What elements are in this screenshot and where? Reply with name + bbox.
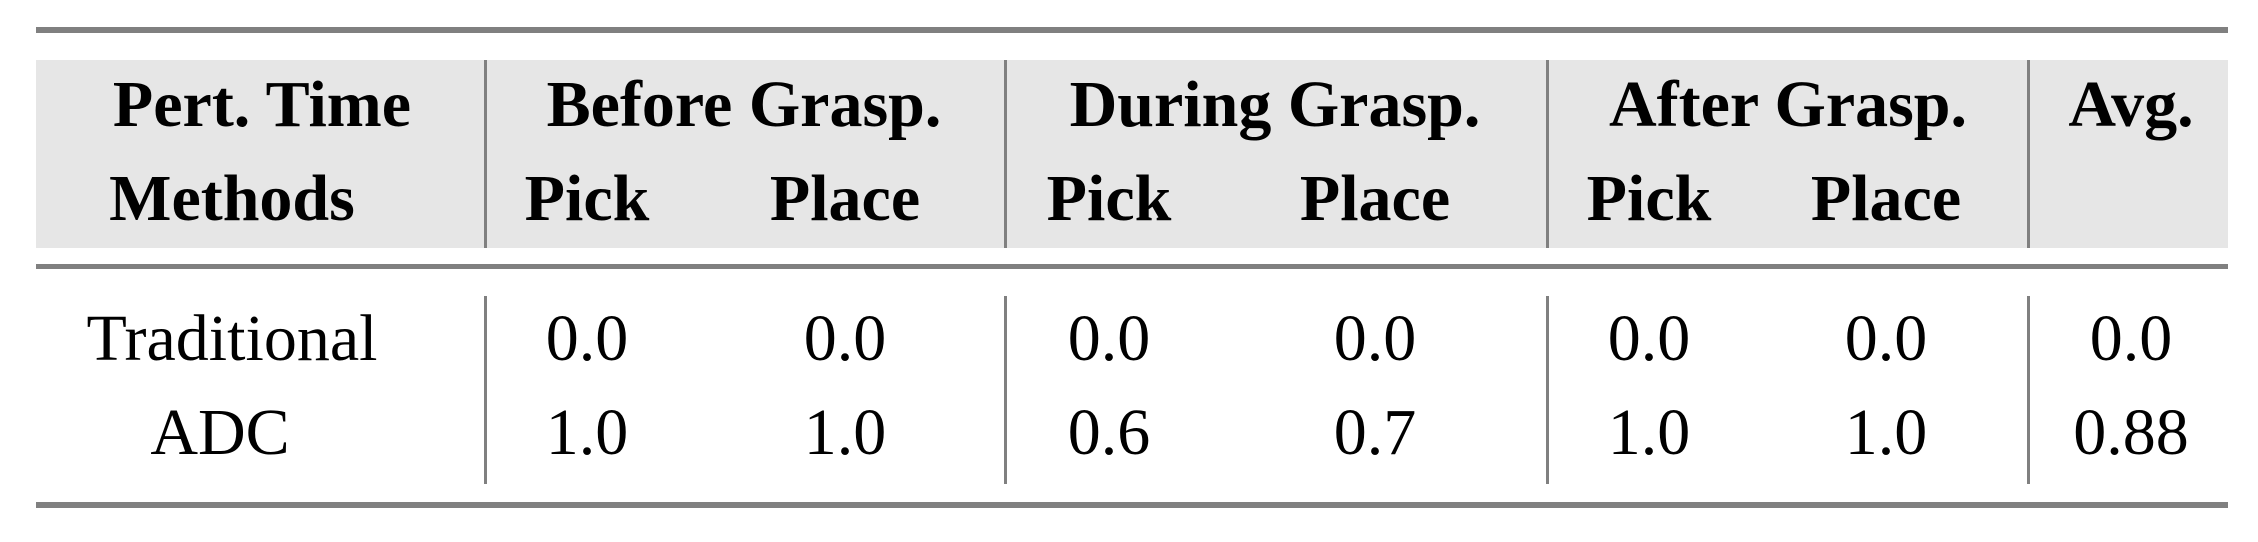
header-after-pick: Pick: [1586, 162, 1712, 235]
value-cell: 0.0: [2089, 302, 2173, 375]
header-after-place: Place: [1810, 162, 1962, 235]
header-during-place: Place: [1299, 162, 1451, 235]
value-cell: 0.0: [1333, 302, 1417, 375]
header-avg: Avg.: [2068, 68, 2194, 141]
mid-rule: [36, 264, 2228, 269]
header-separator: [1546, 60, 1549, 248]
bottom-rule: [36, 502, 2228, 508]
value-cell: 1.0: [1844, 396, 1928, 469]
body-separator: [1004, 296, 1007, 484]
value-cell: 1.0: [803, 396, 887, 469]
header-before-pick: Pick: [524, 162, 650, 235]
value-cell: 1.0: [1607, 396, 1691, 469]
value-cell: 1.0: [545, 396, 629, 469]
top-rule: [36, 27, 2228, 33]
header-separator: [1004, 60, 1007, 248]
header-methods: Methods: [109, 162, 355, 235]
header-pert-time: Pert. Time: [112, 68, 412, 141]
header-before-place: Place: [769, 162, 921, 235]
header-during-pick: Pick: [1046, 162, 1172, 235]
header-separator: [2027, 60, 2030, 248]
value-cell: 0.6: [1067, 396, 1151, 469]
header-before-grasp: Before Grasp.: [546, 68, 942, 141]
value-cell: 0.0: [803, 302, 887, 375]
body-separator: [1546, 296, 1549, 484]
value-cell: 0.0: [1844, 302, 1928, 375]
value-cell: 0.7: [1333, 396, 1417, 469]
header-during-grasp: During Grasp.: [1069, 68, 1481, 141]
value-cell: 0.88: [2073, 396, 2189, 469]
header-separator: [484, 60, 487, 248]
value-cell: 0.0: [1067, 302, 1151, 375]
header-background: [36, 60, 2228, 248]
value-cell: 0.0: [545, 302, 629, 375]
value-cell: 0.0: [1607, 302, 1691, 375]
method-name: Traditional: [86, 302, 378, 375]
body-separator: [2027, 296, 2030, 484]
method-name: ADC: [150, 396, 290, 469]
header-after-grasp: After Grasp.: [1608, 68, 1968, 141]
body-separator: [484, 296, 487, 484]
